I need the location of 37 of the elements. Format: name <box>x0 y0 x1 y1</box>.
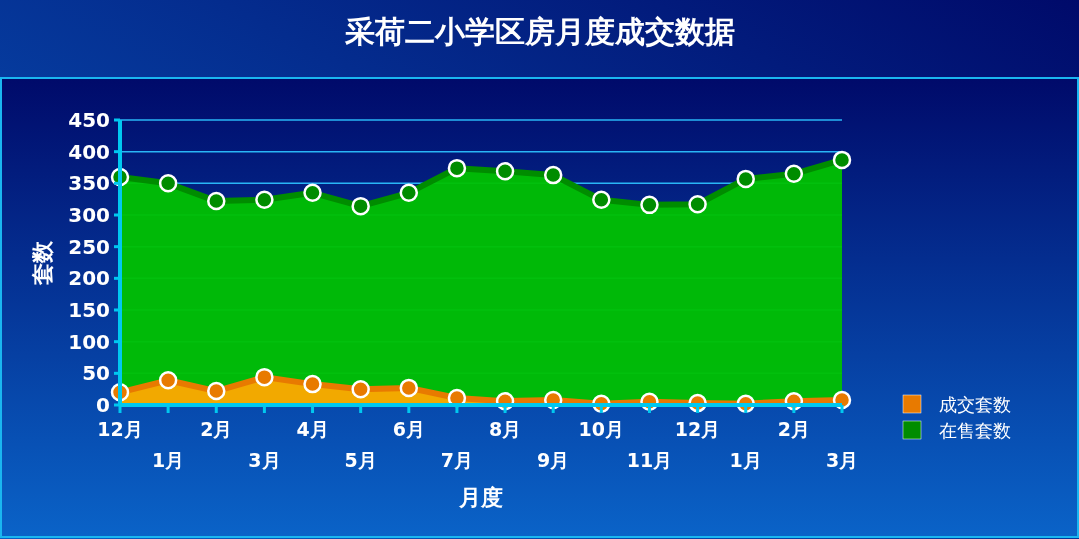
chart-title: 采荷二小学区房月度成交数据 <box>343 14 735 49</box>
point <box>255 367 274 387</box>
x-tick-label: 8月 <box>488 418 522 440</box>
point <box>399 378 419 398</box>
point <box>303 374 322 394</box>
y-tick-label: 250 <box>68 234 110 259</box>
x-tick-label: 11月 <box>626 449 673 471</box>
y-tick-label: 0 <box>96 393 110 417</box>
x-axis-title: 月度 <box>458 485 503 510</box>
legend-label: 成交套数 <box>939 394 1011 415</box>
point <box>351 379 370 399</box>
point <box>158 371 178 390</box>
x-tick-label: 3月 <box>825 449 859 471</box>
x-tick-label: 12月 <box>674 418 721 440</box>
y-tick-label: 50 <box>82 361 110 386</box>
x-tick-label: 3月 <box>248 449 281 471</box>
y-tick-label: 100 <box>68 329 110 354</box>
x-tick-label: 6月 <box>392 418 425 440</box>
y-tick-label: 300 <box>68 203 110 227</box>
y-tick-label: 450 <box>68 108 110 132</box>
x-tick-label: 9月 <box>537 449 570 471</box>
y-axis-title: 套数 <box>30 239 55 286</box>
x-tick-label: 4月 <box>296 418 329 440</box>
x-tick-label: 5月 <box>344 449 377 471</box>
x-tick-label: 1月 <box>729 449 762 471</box>
x-tick-label: 2月 <box>200 418 233 440</box>
y-tick-label: 400 <box>68 139 110 164</box>
y-tick-label: 200 <box>68 266 110 291</box>
y-tick-label: 350 <box>68 171 110 196</box>
x-tick-label: 1月 <box>152 449 185 471</box>
x-tick-label: 2月 <box>777 418 810 440</box>
x-tick-label: 10月 <box>578 418 625 440</box>
y-tick-label: 150 <box>68 298 110 322</box>
x-tick-label: 12月 <box>97 418 143 440</box>
x-tick-label: 7月 <box>440 449 474 471</box>
point <box>207 381 226 401</box>
legend-label: 在售套数 <box>939 420 1011 441</box>
